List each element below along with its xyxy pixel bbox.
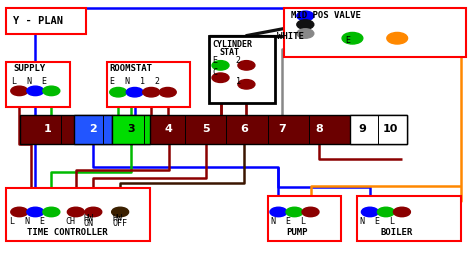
Circle shape bbox=[67, 207, 84, 217]
Circle shape bbox=[43, 207, 60, 217]
Circle shape bbox=[377, 207, 394, 217]
Text: WHITE: WHITE bbox=[277, 32, 304, 41]
Text: MID POS VALVE: MID POS VALVE bbox=[291, 11, 361, 20]
Bar bbox=[268, 196, 341, 241]
Circle shape bbox=[286, 207, 303, 217]
Text: E: E bbox=[346, 36, 350, 45]
Text: 10: 10 bbox=[383, 124, 398, 134]
Text: 6: 6 bbox=[240, 124, 248, 134]
Text: TIME CONTROLLER: TIME CONTROLLER bbox=[27, 228, 108, 237]
Circle shape bbox=[212, 61, 229, 70]
Bar bbox=[74, 115, 112, 144]
Bar bbox=[6, 8, 86, 34]
Circle shape bbox=[297, 20, 314, 29]
Text: 1: 1 bbox=[236, 77, 241, 86]
Text: HW: HW bbox=[112, 214, 122, 223]
Circle shape bbox=[126, 88, 143, 97]
Text: 1: 1 bbox=[44, 124, 51, 134]
Text: ROOMSTAT: ROOMSTAT bbox=[110, 64, 153, 73]
Text: CH: CH bbox=[65, 217, 75, 226]
Text: 9: 9 bbox=[358, 124, 366, 134]
Text: 7: 7 bbox=[278, 124, 286, 134]
Text: L  N  E: L N E bbox=[12, 77, 47, 86]
Circle shape bbox=[393, 207, 410, 217]
Text: 8: 8 bbox=[316, 124, 323, 134]
Text: HW: HW bbox=[84, 214, 94, 223]
Circle shape bbox=[297, 29, 314, 38]
Circle shape bbox=[387, 32, 408, 44]
Circle shape bbox=[238, 61, 255, 70]
Circle shape bbox=[11, 207, 28, 217]
Bar bbox=[350, 115, 407, 144]
Bar bbox=[108, 62, 190, 107]
Circle shape bbox=[85, 207, 102, 217]
Bar bbox=[6, 188, 150, 241]
Text: 2: 2 bbox=[236, 56, 241, 65]
Text: L  N  E: L N E bbox=[10, 217, 45, 226]
Text: CYLINDER: CYLINDER bbox=[212, 40, 253, 49]
Text: E  N  1  2: E N 1 2 bbox=[110, 77, 160, 86]
Circle shape bbox=[143, 88, 160, 97]
Text: Y - PLAN: Y - PLAN bbox=[13, 16, 63, 26]
Text: 4: 4 bbox=[165, 124, 173, 134]
Text: PUMP: PUMP bbox=[286, 228, 308, 237]
Bar bbox=[284, 8, 465, 57]
Text: SUPPLY: SUPPLY bbox=[13, 64, 46, 73]
Text: E: E bbox=[212, 56, 218, 65]
Circle shape bbox=[297, 11, 314, 20]
Text: OFF: OFF bbox=[112, 219, 127, 228]
Circle shape bbox=[270, 207, 287, 217]
Bar bbox=[357, 196, 461, 241]
Circle shape bbox=[112, 207, 128, 217]
Text: 2: 2 bbox=[90, 124, 97, 134]
Circle shape bbox=[159, 88, 176, 97]
Text: N  E  L: N E L bbox=[271, 217, 306, 226]
Circle shape bbox=[238, 80, 255, 89]
Text: 5: 5 bbox=[202, 124, 210, 134]
Bar bbox=[20, 115, 407, 144]
Circle shape bbox=[212, 73, 229, 82]
Circle shape bbox=[361, 207, 378, 217]
Text: ON: ON bbox=[84, 219, 94, 228]
Text: N  E  L: N E L bbox=[360, 217, 395, 226]
Circle shape bbox=[302, 207, 319, 217]
Bar bbox=[209, 36, 275, 103]
Circle shape bbox=[27, 207, 44, 217]
Bar bbox=[112, 115, 150, 144]
Text: 3: 3 bbox=[127, 124, 135, 134]
Circle shape bbox=[27, 86, 44, 95]
Circle shape bbox=[43, 86, 60, 95]
Text: C: C bbox=[212, 68, 218, 77]
Circle shape bbox=[11, 86, 28, 95]
Text: STAT: STAT bbox=[219, 48, 239, 57]
Circle shape bbox=[342, 32, 363, 44]
Bar bbox=[6, 62, 70, 107]
Circle shape bbox=[110, 88, 127, 97]
Text: BOILER: BOILER bbox=[381, 228, 413, 237]
